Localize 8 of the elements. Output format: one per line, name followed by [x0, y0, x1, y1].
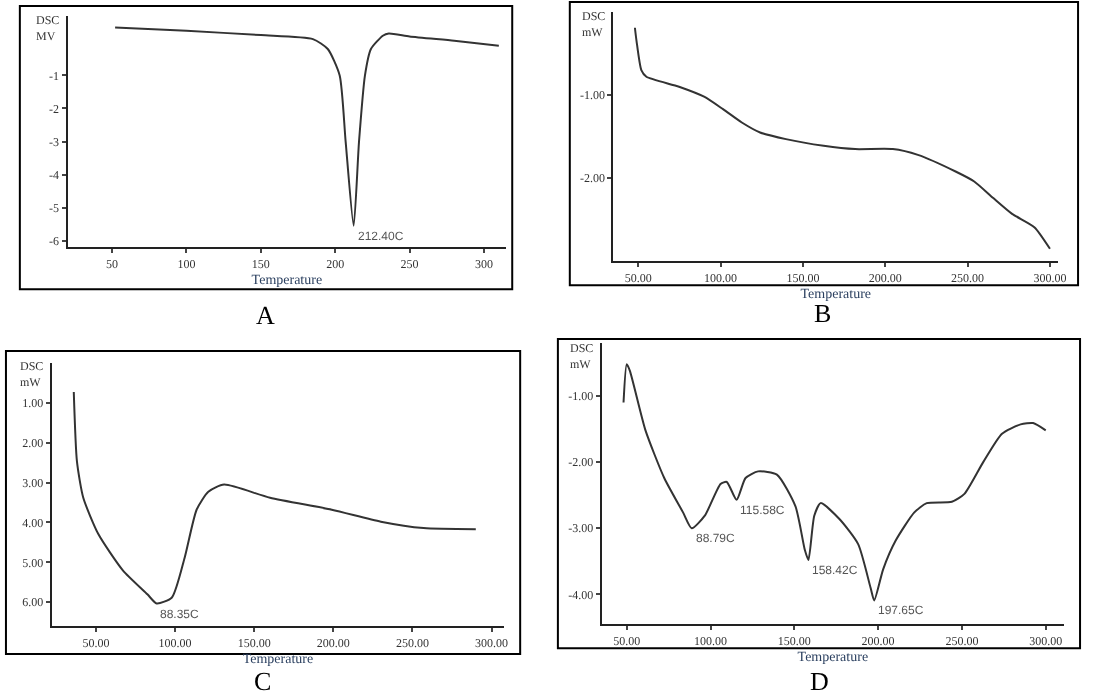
text: C	[254, 666, 272, 696]
line-series	[72, 391, 477, 605]
text: A	[256, 300, 276, 330]
text: B	[814, 298, 832, 328]
text: D	[810, 666, 829, 696]
line-series	[114, 26, 500, 227]
line-series	[622, 363, 1047, 602]
line-series	[633, 26, 1051, 250]
